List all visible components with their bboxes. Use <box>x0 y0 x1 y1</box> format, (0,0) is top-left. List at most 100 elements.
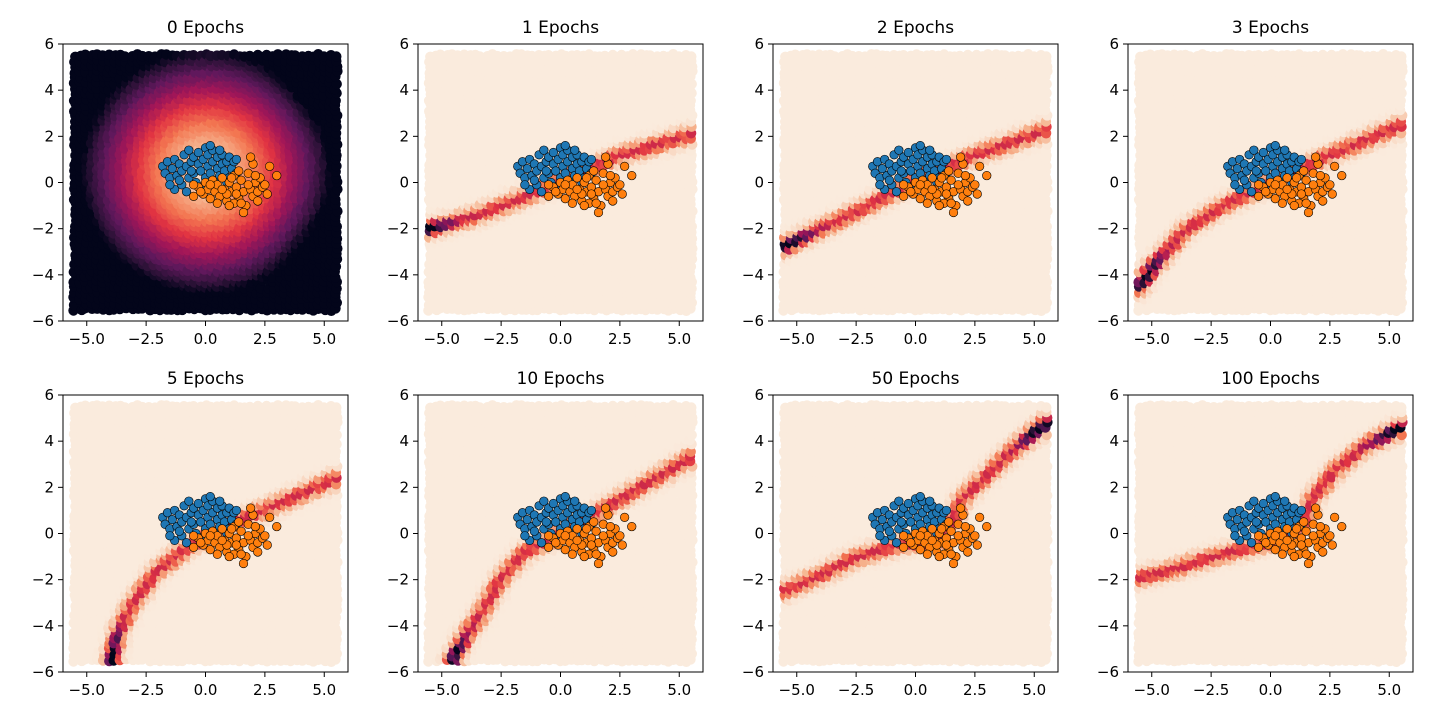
density-dot <box>330 95 341 107</box>
class0-point <box>184 145 194 155</box>
class1-point <box>608 196 618 206</box>
class1-point <box>620 161 630 171</box>
y-tick-label: −2 <box>32 220 54 238</box>
class0-point <box>231 154 241 165</box>
class0-point <box>570 145 580 155</box>
y-tick-label: −4 <box>387 266 409 284</box>
class1-point <box>586 189 596 199</box>
y-tick-label: 4 <box>399 81 409 99</box>
class1-point <box>262 189 272 199</box>
class1-point <box>236 175 246 185</box>
class1-point <box>224 200 234 211</box>
x-tick-label: −5.0 <box>424 330 460 348</box>
class1-point <box>605 170 615 181</box>
class0-point <box>560 140 570 151</box>
x-tick-label: 2.5 <box>253 330 277 348</box>
class1-point <box>560 180 570 190</box>
class1-point <box>272 170 282 181</box>
class0-point <box>181 187 192 197</box>
density-dot <box>543 50 554 61</box>
density-dot <box>474 51 485 62</box>
class1-point <box>217 173 227 183</box>
class1-point <box>593 207 604 218</box>
class1-point <box>236 198 246 208</box>
density-dot <box>790 49 801 60</box>
class0-point <box>196 166 206 176</box>
density-dot <box>686 51 697 62</box>
class1-point <box>205 194 215 204</box>
class1-point <box>591 198 601 208</box>
class1-point <box>234 166 244 176</box>
density-dot <box>272 49 284 60</box>
data-points <box>513 140 637 218</box>
x-tick-label: 0.0 <box>194 330 218 348</box>
class0-point <box>186 166 196 176</box>
class1-point <box>212 198 222 208</box>
class1-point <box>615 180 625 190</box>
class1-point <box>231 189 241 199</box>
y-tick-label: 6 <box>44 35 54 53</box>
class1-point <box>246 152 256 162</box>
class0-point <box>205 140 215 151</box>
class1-point <box>572 184 582 195</box>
panel-title: 1 Epochs <box>522 18 599 38</box>
density-dot <box>435 49 446 60</box>
class1-point <box>189 191 199 201</box>
class1-point <box>238 207 249 218</box>
density-dot <box>332 184 343 195</box>
density-dot <box>331 51 342 62</box>
y-tick-label: 6 <box>399 35 409 53</box>
class1-point <box>250 170 260 181</box>
x-tick-label: 2.5 <box>608 330 632 348</box>
y-tick-label: 0 <box>399 174 409 192</box>
class0-point <box>548 147 558 158</box>
class0-point <box>539 145 549 155</box>
class0-point <box>167 164 177 174</box>
class1-point <box>591 175 601 185</box>
y-tick-label: −4 <box>32 266 54 284</box>
class1-point <box>260 180 270 190</box>
x-tick-label: −2.5 <box>128 330 164 348</box>
class0-point <box>541 166 551 176</box>
class1-point <box>265 161 275 171</box>
class1-point <box>544 191 554 201</box>
data-points <box>158 140 282 218</box>
x-tick-label: −5.0 <box>69 330 105 348</box>
class0-point <box>215 145 225 155</box>
class0-point <box>586 154 596 165</box>
class1-point <box>589 166 599 176</box>
class1-point <box>627 170 637 181</box>
class0-point <box>522 164 532 174</box>
class0-point <box>174 175 184 185</box>
class0-point <box>551 166 561 176</box>
class1-point <box>217 184 227 195</box>
density-dot <box>685 95 696 107</box>
density-field <box>423 49 698 316</box>
panel-title: 0 Epochs <box>167 18 244 38</box>
class1-point <box>572 173 582 183</box>
y-tick-label: 0 <box>44 174 54 192</box>
class1-point <box>579 200 589 211</box>
y-tick-label: −6 <box>32 312 54 330</box>
density-dot <box>627 49 639 60</box>
density-dot <box>80 49 91 60</box>
y-tick-label: −2 <box>387 220 409 238</box>
class0-point <box>529 175 539 185</box>
y-tick-label: 4 <box>44 81 54 99</box>
class1-point <box>617 189 627 199</box>
class1-point <box>551 187 561 197</box>
class1-point <box>205 180 215 190</box>
class0-point <box>520 180 530 190</box>
class1-point <box>243 180 253 190</box>
class1-point <box>582 173 592 183</box>
class0-point <box>536 187 547 197</box>
class0-point <box>193 147 203 158</box>
class1-point <box>544 180 554 190</box>
class1-point <box>601 152 611 162</box>
class1-point <box>196 187 206 197</box>
class0-point <box>165 180 175 190</box>
